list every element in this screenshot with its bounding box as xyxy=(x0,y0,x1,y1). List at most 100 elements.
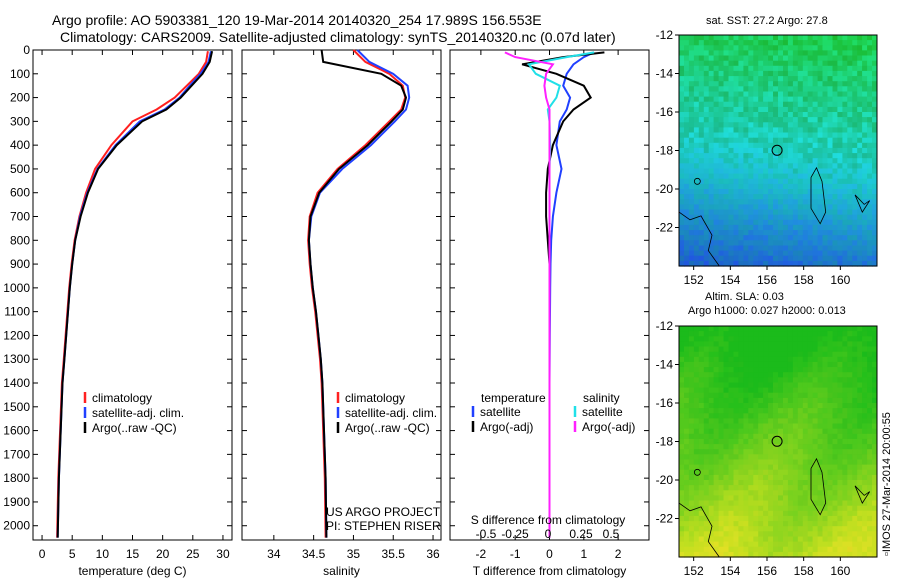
sla-cell xyxy=(684,480,690,486)
sst-cell xyxy=(783,240,789,246)
sla-cell xyxy=(812,382,819,389)
sst-cell xyxy=(832,142,838,149)
diff-sal-legend-label: satellite xyxy=(582,405,623,419)
sla-cell xyxy=(802,413,809,419)
sla-cell xyxy=(733,510,739,517)
sla-cell xyxy=(832,438,838,445)
sla-cell xyxy=(783,413,789,419)
sla-cell xyxy=(684,464,690,471)
sst-cell xyxy=(802,260,809,267)
sst-cell xyxy=(852,245,858,252)
sst-cell xyxy=(807,45,814,51)
sla-cell xyxy=(867,336,873,342)
sla-cell xyxy=(768,500,774,507)
sst-cell xyxy=(763,40,769,46)
sla-cell xyxy=(797,500,804,507)
sla-cell xyxy=(812,495,819,502)
sla-cell xyxy=(698,444,705,450)
sst-cell xyxy=(728,230,734,236)
sst-cell xyxy=(792,65,799,72)
sla-cell xyxy=(738,469,744,476)
sst-cell xyxy=(847,194,853,200)
sla-cell xyxy=(679,433,685,440)
sla-cell xyxy=(679,510,685,517)
sla-cell xyxy=(792,464,799,471)
sst-cell xyxy=(758,209,764,216)
sla-cell xyxy=(792,459,799,466)
sla-cell xyxy=(713,372,720,378)
sla-cell xyxy=(733,346,739,353)
sla-cell xyxy=(862,521,868,527)
sst-xtick-label: 156 xyxy=(757,273,777,287)
sla-cell xyxy=(802,336,809,342)
sst-cell xyxy=(792,204,799,211)
sst-cell xyxy=(698,230,705,236)
sst-cell xyxy=(738,86,744,92)
sst-cell xyxy=(679,189,685,195)
sst-cell xyxy=(847,260,853,267)
sla-cell xyxy=(852,331,858,337)
sla-cell xyxy=(842,474,848,481)
sla-cell xyxy=(763,551,769,558)
sst-cell xyxy=(738,224,744,231)
sla-cell xyxy=(787,469,794,476)
sst-cell xyxy=(817,163,824,169)
sst-cell xyxy=(812,158,819,164)
sst-cell xyxy=(723,147,729,154)
sla-cell xyxy=(842,387,848,394)
sst-cell xyxy=(768,204,774,211)
sla-cell xyxy=(867,536,873,543)
sla-cell xyxy=(792,372,799,378)
sst-cell xyxy=(867,214,873,221)
sla-cell xyxy=(857,515,863,522)
sst-cell xyxy=(817,224,824,231)
sla-cell xyxy=(817,474,824,481)
temp-ytick-label: 1200 xyxy=(3,328,30,342)
sst-cell xyxy=(802,127,809,134)
sst-cell xyxy=(703,240,710,246)
sst-cell xyxy=(698,189,705,195)
sst-cell xyxy=(807,65,814,72)
sla-cell xyxy=(842,500,848,507)
sst-cell xyxy=(842,142,848,149)
diff-top-xtick-label: -0.25 xyxy=(501,527,529,541)
sla-cell xyxy=(743,500,749,507)
sst-cell xyxy=(728,214,734,221)
sla-cell xyxy=(768,351,774,358)
sla-cell xyxy=(807,546,814,553)
sst-cell xyxy=(842,132,848,139)
sla-cell xyxy=(792,336,799,342)
sst-cell xyxy=(797,86,804,92)
sla-cell xyxy=(787,433,794,440)
sla-cell xyxy=(797,403,804,409)
sst-cell xyxy=(773,214,779,221)
sst-cell xyxy=(812,65,819,72)
sst-cell xyxy=(812,168,819,175)
sla-cell xyxy=(679,392,685,399)
sla-cell xyxy=(787,377,794,383)
sla-cell xyxy=(748,433,754,440)
sla-cell xyxy=(872,367,878,373)
sla-cell xyxy=(679,521,685,527)
sst-cell xyxy=(867,142,873,149)
sst-cell xyxy=(713,224,720,231)
sst-cell xyxy=(822,219,828,226)
sst-cell xyxy=(842,106,848,113)
sst-cell xyxy=(842,250,848,257)
sla-cell xyxy=(738,536,744,543)
sla-cell xyxy=(733,505,739,512)
sst-cell xyxy=(698,147,705,154)
sst-cell xyxy=(758,70,764,77)
sst-cell xyxy=(812,132,819,139)
sst-cell xyxy=(847,127,853,134)
sst-cell xyxy=(679,142,685,149)
sst-cell xyxy=(792,60,799,67)
sst-cell xyxy=(842,199,848,205)
sla-islet-contour xyxy=(693,468,701,476)
sst-cell xyxy=(837,260,843,267)
sst-cell xyxy=(872,55,878,62)
sla-cell xyxy=(758,438,764,445)
sst-cell xyxy=(763,101,769,108)
sla-cell xyxy=(792,397,799,404)
sla-cell xyxy=(807,500,814,507)
